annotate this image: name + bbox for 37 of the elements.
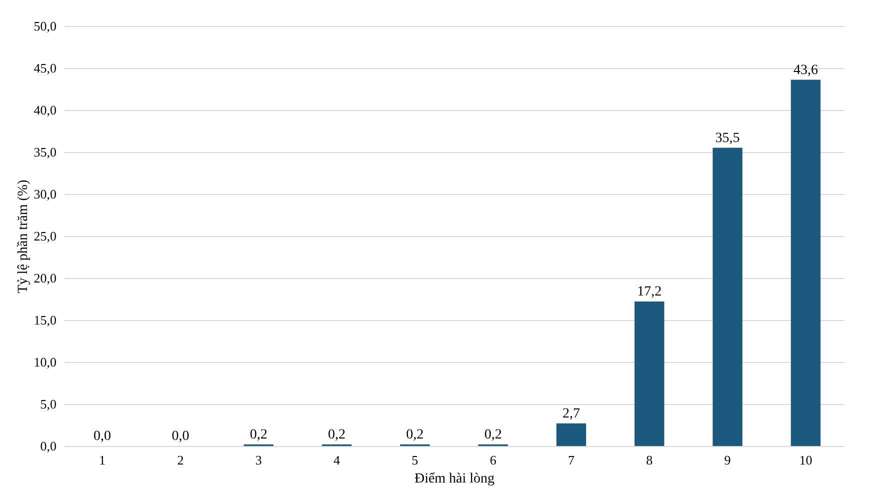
data-label: 0,2 — [250, 427, 268, 442]
bar — [712, 148, 742, 446]
bar — [556, 423, 586, 446]
data-label: 0,2 — [406, 427, 424, 442]
y-tick-label: 25,0 — [34, 228, 56, 244]
data-label: 0,2 — [328, 427, 346, 442]
data-label: 0,2 — [484, 427, 502, 442]
y-tick-label: 20,0 — [34, 270, 56, 286]
y-tick-label: 45,0 — [34, 60, 56, 76]
y-tick-label: 15,0 — [34, 312, 56, 328]
x-tick-label: 10 — [799, 452, 812, 468]
data-label: 2,7 — [562, 406, 580, 422]
x-tick-label: 5 — [412, 452, 418, 468]
y-tick-label: 50,0 — [34, 18, 56, 34]
x-tick-label: 9 — [724, 452, 731, 468]
y-tick-label: 30,0 — [34, 186, 56, 202]
y-axis-title: Tỷ lệ phần trăm (%) — [16, 179, 31, 294]
bar — [790, 80, 821, 446]
data-label: 0,0 — [94, 429, 112, 444]
data-label: 35,5 — [715, 130, 740, 146]
bar — [634, 302, 664, 446]
y-tick-label: 10,0 — [34, 354, 56, 370]
x-axis-title: Điểm hài lòng — [414, 472, 495, 486]
data-label: 0,0 — [172, 429, 190, 444]
x-tick-label: 6 — [490, 452, 497, 468]
x-tick-label: 4 — [334, 452, 341, 468]
x-tick-label: 2 — [177, 452, 184, 468]
x-tick-label: 1 — [99, 452, 106, 468]
x-tick-label: 8 — [646, 452, 653, 468]
x-tick-label: 3 — [255, 452, 262, 468]
y-tick-label: 40,0 — [34, 102, 56, 118]
y-tick-label: 35,0 — [34, 144, 56, 160]
x-tick-label: 7 — [568, 452, 575, 468]
data-label: 43,6 — [793, 62, 818, 78]
y-tick-label: 5,0 — [40, 396, 56, 412]
data-label: 17,2 — [637, 284, 662, 300]
y-tick-label: 0,0 — [40, 438, 56, 454]
